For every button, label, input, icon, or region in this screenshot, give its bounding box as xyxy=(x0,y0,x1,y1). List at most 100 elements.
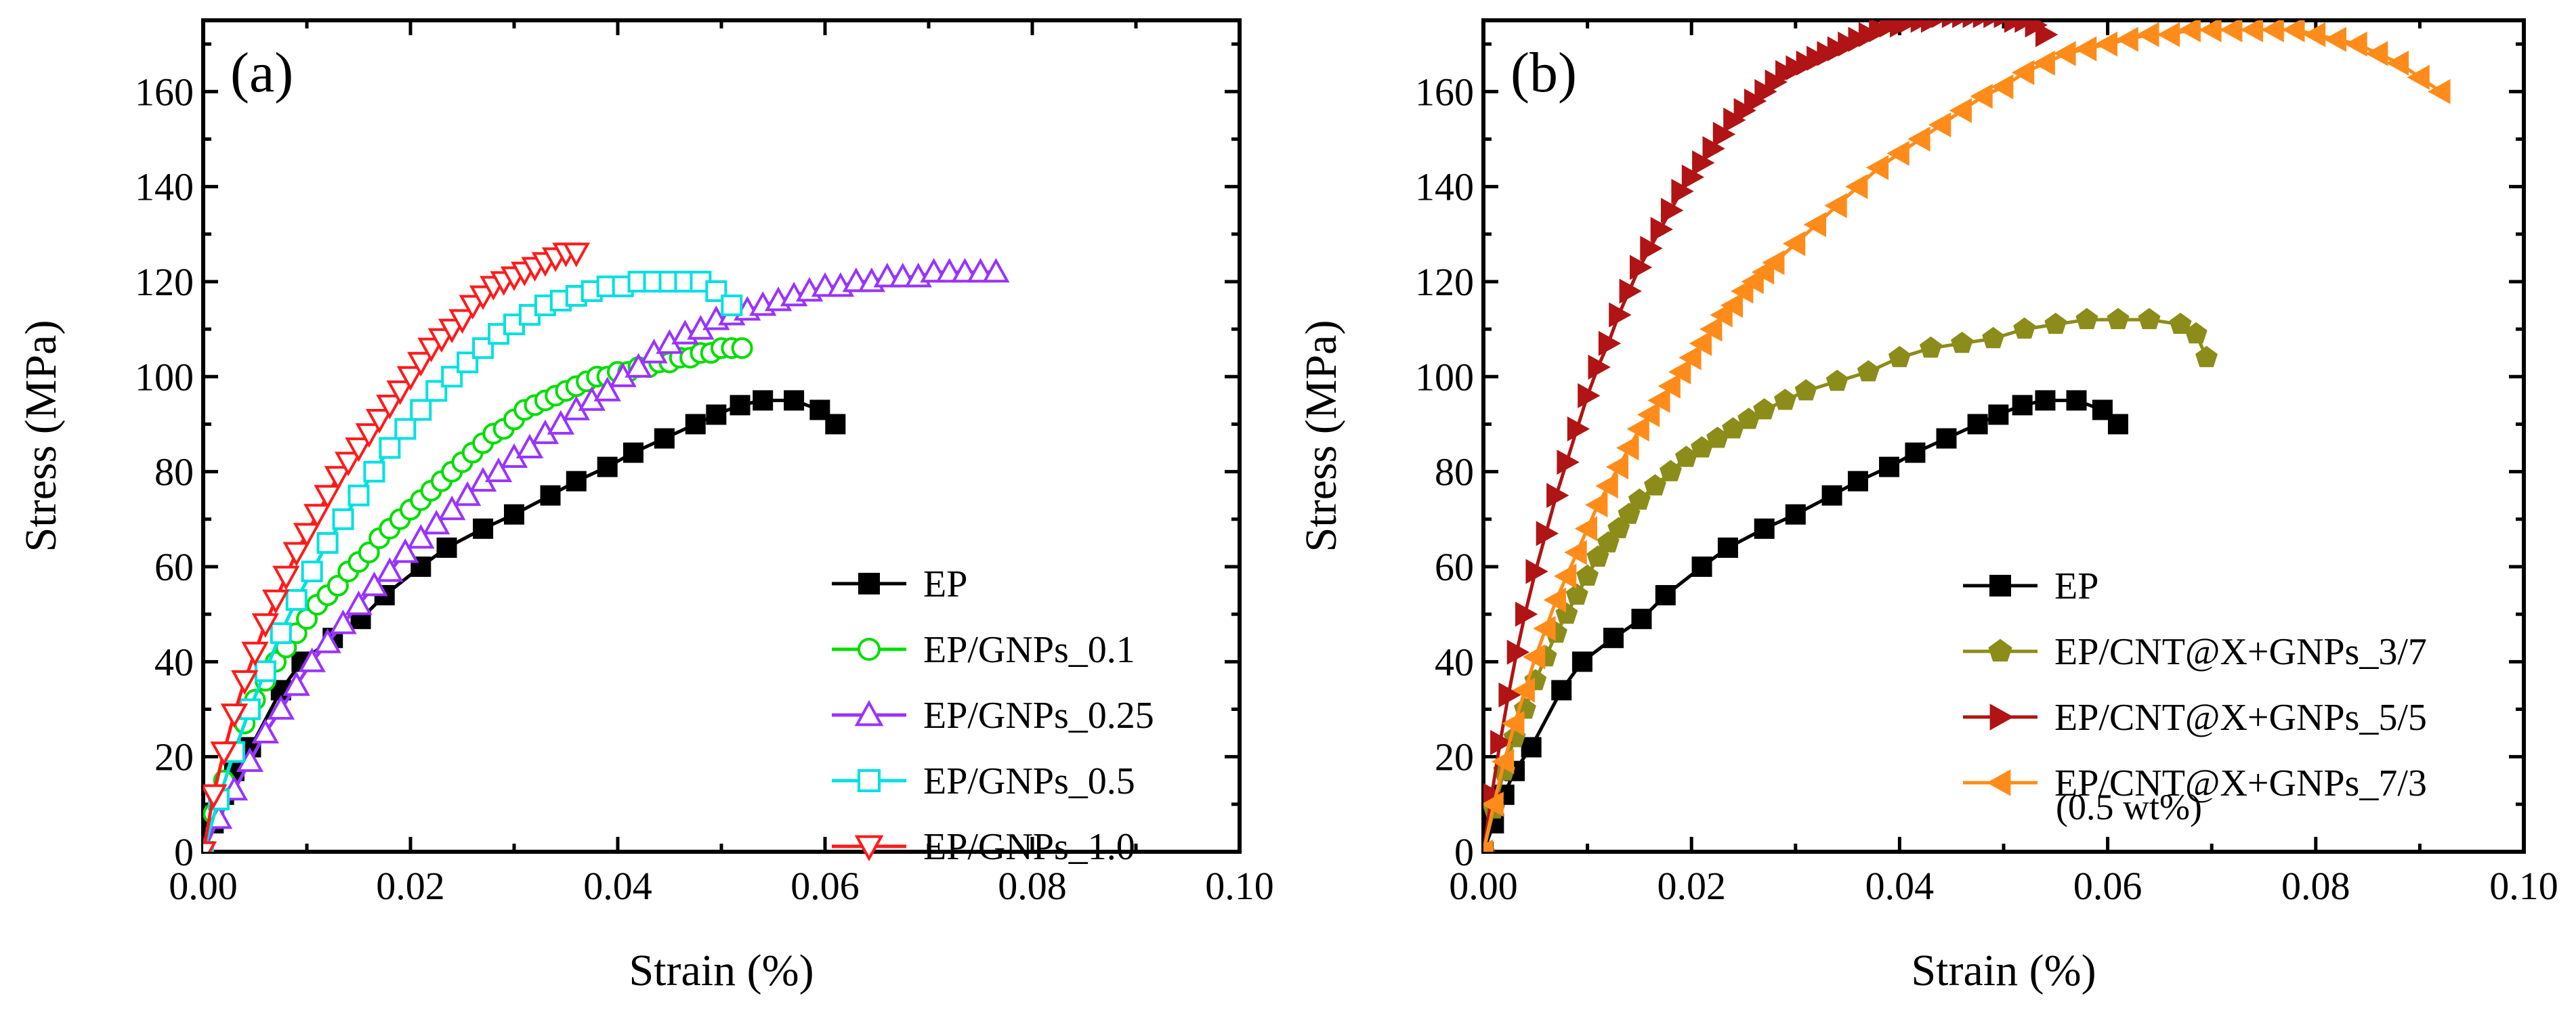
series-line-ep-gnps-1-0 xyxy=(203,251,576,852)
legend-marker xyxy=(1986,769,2011,796)
data-point-ep-gnps-0-5 xyxy=(410,399,432,421)
data-point-ep-cnt-x-gnps-7-3 xyxy=(1845,174,1868,200)
data-point-ep-cnt-x-gnps-7-3 xyxy=(1699,316,1723,342)
data-point-ep-cnt-x-gnps-3-7 xyxy=(2044,312,2067,334)
data-point-ep-gnps-1-0 xyxy=(365,409,394,434)
data-point-ep xyxy=(1785,504,1806,525)
data-point-ep xyxy=(2107,414,2128,435)
data-point-ep-gnps-1-0 xyxy=(231,670,259,695)
data-point-ep-gnps-0-25 xyxy=(515,433,544,458)
data-point-ep-cnt-x-gnps-7-3 xyxy=(1970,83,1993,109)
data-point-ep-cnt-x-gnps-7-3 xyxy=(2386,50,2409,76)
data-point-ep-cnt-x-gnps-7-3 xyxy=(1647,387,1670,413)
legend-marker xyxy=(858,573,880,594)
data-point-ep-cnt-x-gnps-7-3 xyxy=(2074,36,2097,62)
data-point-ep-cnt-x-gnps-5-5 xyxy=(1557,450,1580,475)
data-point-ep-cnt-x-gnps-3-7 xyxy=(2075,307,2098,330)
data-point-ep-cnt-x-gnps-7-3 xyxy=(1678,345,1702,370)
data-point-ep-cnt-x-gnps-7-3 xyxy=(2011,60,2035,85)
data-point-ep xyxy=(730,395,751,416)
data-point-ep-gnps-1-0 xyxy=(407,351,435,377)
legend-item-ep-cnt-x-gnps-3-7: EP/CNT@X+GNPs_3/7 xyxy=(1963,631,2427,673)
data-point-ep-cnt-x-gnps-7-3 xyxy=(2344,31,2367,57)
data-point-ep-cnt-x-gnps-7-3 xyxy=(2157,22,2180,47)
data-point-ep-cnt-x-gnps-3-7 xyxy=(1920,336,1942,358)
data-point-ep xyxy=(504,504,524,525)
data-point-ep-cnt-x-gnps-7-3 xyxy=(1668,359,1691,385)
data-point-ep xyxy=(1551,680,1572,701)
data-point-ep xyxy=(1521,737,1542,758)
legend-label: EP/CNT@X+GNPs_5/5 xyxy=(2054,697,2427,739)
legend-item-ep-gnps-0-25: EP/GNPs_0.25 xyxy=(832,695,1154,737)
data-point-ep-gnps-0-25 xyxy=(407,523,435,549)
data-point-ep-gnps-1-0 xyxy=(261,589,290,615)
data-point-ep-gnps-0-25 xyxy=(267,695,295,720)
data-point-ep-cnt-x-gnps-7-3 xyxy=(1543,587,1566,613)
a-x-tick-label: 0.04 xyxy=(583,864,652,908)
data-point-ep-cnt-x-gnps-3-7 xyxy=(1660,460,1682,481)
a-y-tick-label: 60 xyxy=(154,545,194,589)
data-point-ep-cnt-x-gnps-7-3 xyxy=(1720,292,1744,318)
data-point-ep-cnt-x-gnps-7-3 xyxy=(2282,20,2305,43)
a-y-tick-label: 0 xyxy=(174,830,194,874)
data-point-ep xyxy=(622,442,643,463)
data-point-ep-cnt-x-gnps-3-7 xyxy=(2184,322,2208,344)
data-point-ep xyxy=(654,428,675,449)
panel-b-x-axis-title: Strain (%) xyxy=(1911,946,2096,995)
data-point-ep xyxy=(1655,585,1676,606)
data-point-ep-cnt-x-gnps-3-7 xyxy=(2138,307,2161,330)
data-point-ep-gnps-0-25 xyxy=(392,538,419,563)
data-point-ep-gnps-0-25 xyxy=(251,718,280,743)
data-point-ep-gnps-0-25 xyxy=(484,457,513,483)
data-point-ep-gnps-1-0 xyxy=(562,242,591,267)
data-point-ep-gnps-1-0 xyxy=(203,784,228,809)
data-point-ep-gnps-1-0 xyxy=(272,565,300,590)
data-point-ep-gnps-0-25 xyxy=(329,609,357,634)
data-point-ep-cnt-x-gnps-7-3 xyxy=(1491,749,1515,775)
panel-a: 0.00 0.02 0.04 0.06 0.08 0.10 0 20 40 60 80 100 120 1… xyxy=(16,18,1274,995)
data-point-ep-gnps-0-25 xyxy=(376,557,404,582)
data-point-ep-cnt-x-gnps-5-5 xyxy=(1536,521,1559,546)
panel-b-legend: EP EP/CNT@X+GNPs_3/7 EP/CNT@X+GNPs_5/5 EP/C… xyxy=(1963,565,2427,804)
data-point-ep-cnt-x-gnps-7-3 xyxy=(2323,26,2346,52)
data-point-ep-cnt-x-gnps-7-3 xyxy=(1710,302,1733,328)
data-point-ep-cnt-x-gnps-5-5 xyxy=(1609,302,1632,328)
data-point-ep-gnps-1-0 xyxy=(334,452,362,477)
data-point-ep-cnt-x-gnps-5-5 xyxy=(1619,278,1642,304)
data-point-ep-cnt-x-gnps-7-3 xyxy=(1928,112,1951,137)
series-ep-gnps-1-0 xyxy=(203,242,591,852)
panel-b: 0.00 0.02 0.04 0.06 0.08 0.10 0 20 40 60 80 100 120 1… xyxy=(1296,18,2558,995)
panel-a-ticks: 0.00 0.02 0.04 0.06 0.08 0.10 0 20 40 60 80 100 120 1… xyxy=(135,20,1274,908)
data-point-ep xyxy=(825,414,846,435)
series-ep-gnps-0-5 xyxy=(203,270,743,852)
data-point-ep-cnt-x-gnps-5-5 xyxy=(1640,236,1663,261)
legend-item-ep-gnps-1-0: EP/GNPs_1.0 xyxy=(832,826,1135,868)
data-point-ep-gnps-0-5 xyxy=(363,460,385,483)
data-point-ep-gnps-0-5 xyxy=(394,418,417,440)
data-point-ep-cnt-x-gnps-7-3 xyxy=(1865,154,1889,181)
data-point-ep-cnt-x-gnps-5-5 xyxy=(1578,383,1601,408)
data-point-ep-cnt-x-gnps-5-5 xyxy=(1515,601,1538,627)
data-point-ep-cnt-x-gnps-3-7 xyxy=(2169,312,2192,334)
a-x-tick-label: 0.08 xyxy=(998,864,1067,908)
a-x-tick-label: 0.06 xyxy=(790,864,860,908)
legend-item-ep-cnt-x-gnps-5-5: EP/CNT@X+GNPs_5/5 xyxy=(1963,697,2427,739)
panel-b-label: (b) xyxy=(1511,41,1577,104)
data-point-ep-gnps-0-5 xyxy=(316,532,339,554)
data-point-ep-gnps-1-0 xyxy=(324,466,352,491)
data-point-ep-cnt-x-gnps-3-7 xyxy=(1628,488,1651,510)
data-point-ep-gnps-0-25 xyxy=(314,628,341,653)
data-point-ep-cnt-x-gnps-7-3 xyxy=(1637,402,1660,427)
legend-marker xyxy=(1989,575,2011,597)
legend-label: EP/GNPs_1.0 xyxy=(923,826,1135,868)
series-ep-cnt-x-gnps-5-5 xyxy=(1483,20,2058,852)
series-ep xyxy=(1483,390,2128,852)
data-point-ep xyxy=(2066,390,2087,411)
data-point-ep-cnt-x-gnps-3-7 xyxy=(1825,369,1849,391)
data-point-ep xyxy=(1967,414,1988,435)
a-x-tick-label: 0.00 xyxy=(169,864,238,908)
data-point-ep-gnps-1-0 xyxy=(345,437,373,462)
data-point-ep-cnt-x-gnps-5-5 xyxy=(1567,416,1590,442)
data-point-ep-gnps-0-5 xyxy=(721,295,743,317)
data-point-ep xyxy=(1936,428,1957,449)
